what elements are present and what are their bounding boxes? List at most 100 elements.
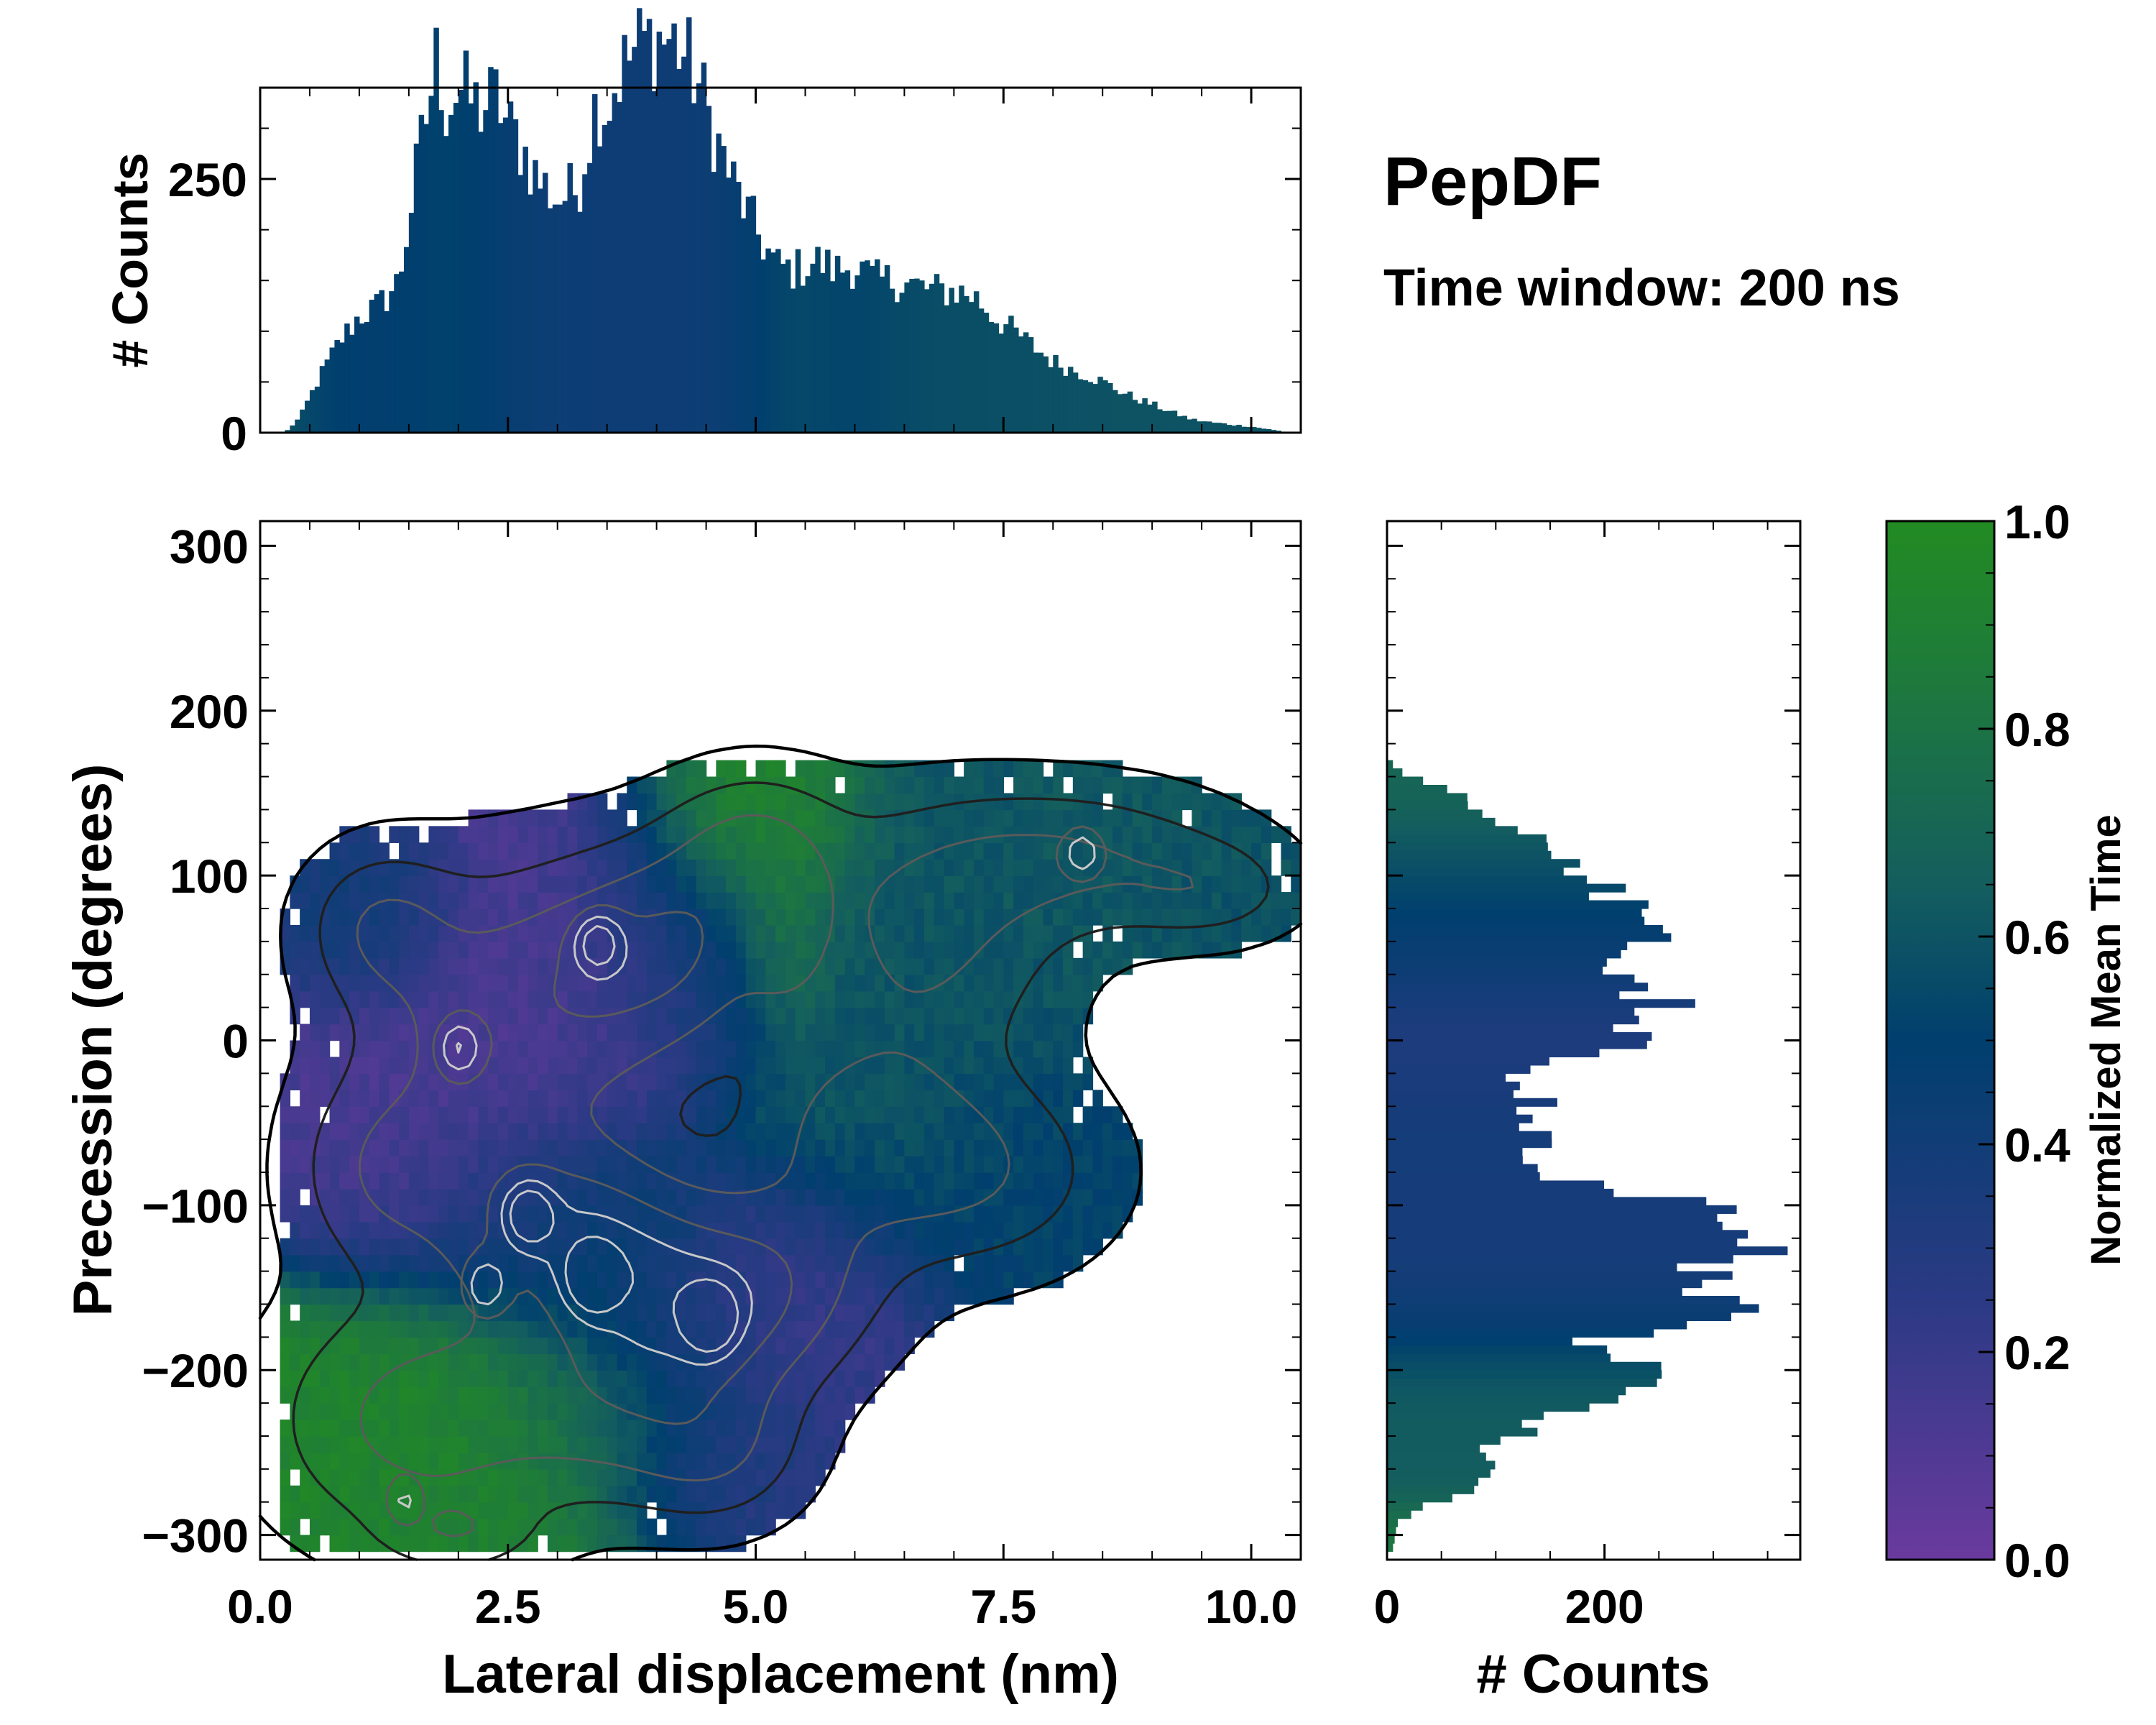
heatmap-cell [528, 1090, 538, 1107]
heatmap-cell [507, 908, 519, 926]
heatmap-cell [280, 1485, 291, 1503]
heatmap-cell [875, 842, 885, 860]
heatmap-cell [280, 1205, 291, 1223]
right-histogram-bar [1387, 883, 1626, 893]
heatmap-cell [478, 859, 489, 876]
heatmap-cell [438, 875, 449, 893]
heatmap-cell [428, 1468, 439, 1486]
heatmap-cell [954, 974, 964, 992]
heatmap-cell [844, 1090, 856, 1107]
heatmap-cell [369, 1337, 380, 1354]
heatmap-cell [656, 1271, 668, 1289]
heatmap-cell [875, 1156, 885, 1173]
heatmap-cell [617, 1518, 627, 1536]
heatmap-cell [637, 1271, 648, 1289]
heatmap-cell [290, 1287, 300, 1305]
heatmap-cell [964, 842, 975, 860]
heatmap-cell [528, 990, 538, 1008]
heatmap-cell [596, 941, 608, 959]
heatmap-cell [894, 892, 906, 909]
heatmap-cell [1251, 875, 1262, 893]
heatmap-cell [914, 1188, 925, 1206]
heatmap-cell [617, 1106, 627, 1123]
heatmap-cell [646, 908, 658, 926]
heatmap-cell [884, 892, 895, 909]
heatmap-cell [716, 1370, 727, 1387]
heatmap-cell [775, 990, 786, 1008]
heatmap-cell [290, 1238, 300, 1256]
heatmap-cell [765, 1485, 776, 1503]
heatmap-cell [448, 1485, 459, 1503]
top-histogram-bar [403, 247, 410, 433]
heatmap-cell [418, 1468, 430, 1486]
heatmap-cell [517, 859, 529, 876]
heatmap-cell [785, 776, 796, 794]
heatmap-cell [468, 826, 479, 843]
heatmap-cell [418, 1156, 430, 1173]
heatmap-cell [795, 1007, 806, 1025]
heatmap-cell [309, 1403, 321, 1420]
heatmap-cell [825, 1386, 836, 1404]
heatmap-cell [596, 1090, 608, 1107]
heatmap-cell [587, 1057, 598, 1075]
heatmap-cell [954, 941, 964, 959]
heatmap-cell [1082, 776, 1094, 794]
heatmap-cell [1013, 1090, 1024, 1107]
heatmap-cell [617, 941, 627, 959]
heatmap-cell [706, 1024, 717, 1041]
heatmap-cell [1192, 941, 1202, 959]
heatmap-cell [339, 1468, 350, 1486]
heatmap-cell [1043, 1188, 1054, 1206]
heatmap-cell [844, 1106, 856, 1123]
heatmap-cell [627, 1024, 637, 1041]
heatmap-cell [1033, 1073, 1044, 1091]
heatmap-cell [596, 1518, 608, 1536]
heatmap-cell [408, 941, 420, 959]
top-histogram-bar [706, 106, 712, 433]
heatmap-cell [993, 957, 1004, 975]
heatmap-cell [567, 1221, 578, 1239]
heatmap-cell [458, 1221, 469, 1239]
heatmap-cell [795, 1139, 806, 1156]
heatmap-cell [944, 1172, 955, 1190]
heatmap-cell [964, 1254, 975, 1272]
heatmap-cell [418, 1188, 430, 1206]
heatmap-cell [706, 908, 717, 926]
right-histogram-bar [1387, 1485, 1475, 1494]
heatmap-cell [607, 974, 618, 992]
heatmap-cell [894, 1172, 906, 1190]
heatmap-cell [418, 1024, 430, 1041]
heatmap-cell [488, 1254, 499, 1272]
heatmap-cell [834, 1205, 846, 1223]
heatmap-cell [1043, 892, 1054, 909]
heatmap-cell [844, 1172, 856, 1190]
heatmap-cell [458, 1403, 469, 1420]
heatmap-cell [745, 1007, 757, 1025]
heatmap-cell [547, 941, 558, 959]
heatmap-cell [428, 1007, 439, 1025]
heatmap-cell [309, 1485, 321, 1503]
heatmap-cell [934, 1238, 945, 1256]
heatmap-cell [497, 1254, 509, 1272]
heatmap-cell [686, 957, 697, 975]
heatmap-cell [567, 1156, 578, 1173]
heatmap-cell [428, 1090, 439, 1107]
heatmap-cell [973, 760, 985, 778]
heatmap-cell [676, 990, 687, 1008]
heatmap-cell [1043, 1221, 1054, 1239]
heatmap-cell [448, 1238, 459, 1256]
heatmap-cell [815, 1435, 826, 1453]
heatmap-cell [815, 1090, 826, 1107]
heatmap-cell [964, 1090, 975, 1107]
heatmap-cell [547, 1090, 558, 1107]
heatmap-cell [964, 1156, 975, 1173]
heatmap-cell [359, 1337, 370, 1354]
heatmap-cell [844, 875, 856, 893]
heatmap-cell [1221, 842, 1233, 860]
heatmap-cell [1013, 1188, 1024, 1206]
heatmap-cell [557, 842, 568, 860]
heatmap-cell [716, 941, 727, 959]
heatmap-cell [329, 1435, 341, 1453]
heatmap-cell [646, 1073, 658, 1091]
top-histogram-bar [1171, 410, 1178, 433]
